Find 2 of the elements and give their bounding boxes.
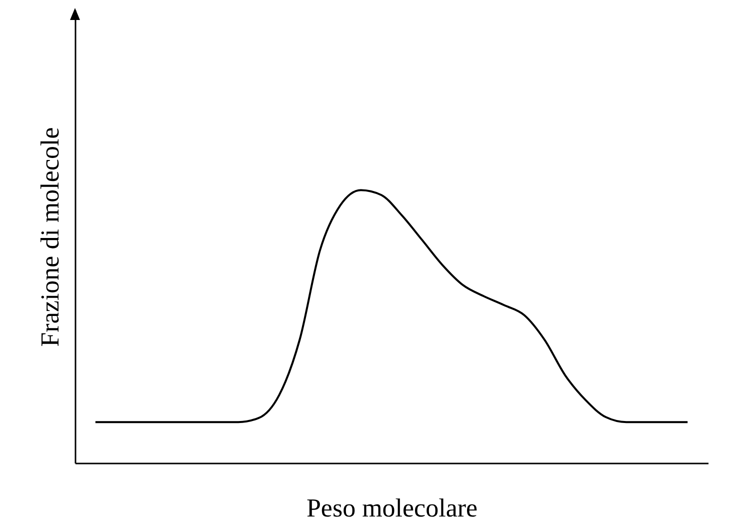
y-axis-title: Frazione di molecole bbox=[36, 127, 64, 347]
x-axis-title: Peso molecolare bbox=[306, 494, 478, 522]
